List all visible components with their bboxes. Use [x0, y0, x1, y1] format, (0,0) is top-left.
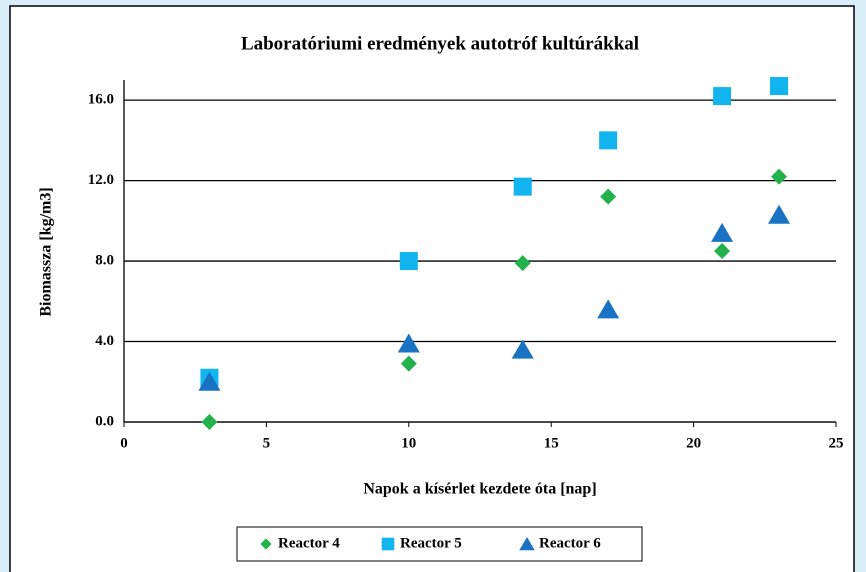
legend-box	[236, 526, 643, 562]
point	[600, 188, 617, 205]
point	[768, 204, 791, 224]
y-tick-label: 4.0	[95, 333, 114, 349]
point	[514, 255, 531, 272]
point	[597, 299, 620, 319]
y-tick-label: 12.0	[88, 172, 114, 188]
point	[599, 131, 618, 150]
legend-label: Reactor 4	[278, 535, 340, 551]
point	[399, 252, 418, 271]
x-tick-label: 15	[544, 435, 559, 451]
point	[771, 168, 788, 185]
point	[711, 222, 734, 242]
point	[198, 371, 221, 391]
point	[397, 333, 420, 353]
x-axis-title: Napok a kísérlet kezdete óta [nap]	[363, 481, 596, 498]
legend-label: Reactor 5	[400, 535, 462, 551]
y-axis-title: Biomassza [kg/m3]	[38, 187, 55, 316]
x-tick-label: 5	[263, 435, 271, 451]
point	[513, 177, 532, 196]
x-tick-label: 20	[686, 435, 701, 451]
y-tick-label: 16.0	[88, 92, 114, 108]
point	[400, 355, 417, 372]
chart-title: Laboratóriumi eredmények autotróf kultúr…	[241, 33, 639, 54]
y-tick-label: 0.0	[95, 413, 114, 429]
x-tick-label: 0	[120, 435, 128, 451]
point	[714, 243, 731, 259]
legend-label: Reactor 6	[539, 535, 601, 551]
point	[201, 414, 218, 430]
point	[713, 87, 732, 106]
point	[770, 77, 789, 96]
legend-marker	[381, 537, 395, 551]
legend-marker	[519, 537, 535, 551]
y-tick-label: 8.0	[95, 252, 114, 268]
x-tick-label: 10	[401, 435, 416, 451]
x-tick-label: 25	[829, 435, 844, 451]
legend-marker	[260, 538, 272, 550]
point	[511, 339, 534, 359]
